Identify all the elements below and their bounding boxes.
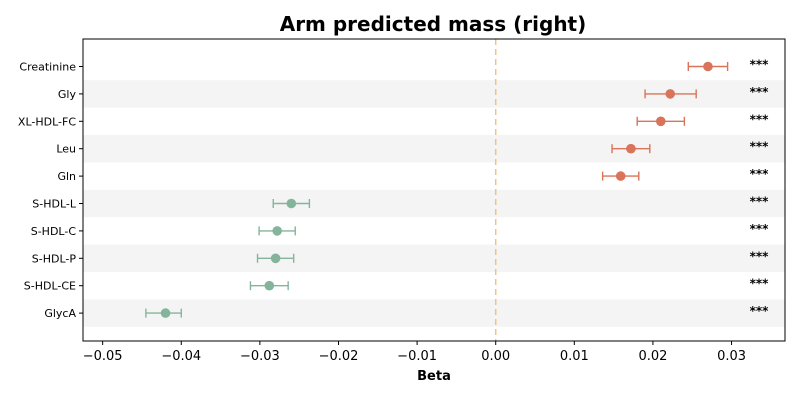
significance-label: ***: [750, 85, 770, 99]
x-tick-label: 0.03: [717, 349, 746, 364]
significance-labels: *** *** *** *** *** *** *** *** *** ***: [750, 58, 770, 319]
data-point: [703, 61, 713, 72]
x-tick-label: 0.02: [638, 349, 667, 364]
category-label: S-HDL-L: [32, 198, 77, 211]
row-band: [83, 244, 785, 272]
significance-label: ***: [750, 249, 770, 263]
data-point: [160, 308, 171, 318]
x-tick-label: −0.05: [83, 349, 123, 364]
significance-label: ***: [750, 140, 770, 154]
row-bands: [83, 80, 785, 327]
category-label: XL-HDL-FC: [18, 115, 76, 128]
data-point: [626, 143, 636, 154]
data-point: [272, 226, 282, 236]
category-label: S-HDL-CE: [24, 280, 76, 293]
chart-title: Arm predicted mass (right): [280, 12, 587, 36]
significance-label: ***: [750, 195, 770, 209]
category-label: GlycA: [44, 307, 76, 320]
significance-label: ***: [750, 167, 770, 181]
category-label: Leu: [56, 143, 76, 156]
data-point: [615, 171, 626, 181]
data-point: [665, 89, 676, 99]
data-point: [286, 198, 297, 209]
x-tick-label: 0.01: [560, 349, 589, 364]
row-band: [83, 189, 785, 218]
x-axis-title: Beta: [417, 369, 451, 384]
data-point: [655, 116, 666, 127]
x-tick-label: −0.04: [161, 349, 201, 364]
data-marks: [145, 61, 729, 318]
category-label: Creatinine: [19, 61, 76, 74]
x-axis: −0.05 −0.04 −0.03 −0.02 −0.01 0.00 0.01 0.02 0.0…: [79, 66, 746, 364]
significance-label: ***: [750, 222, 770, 236]
x-tick-label: −0.01: [397, 349, 437, 364]
data-point: [264, 280, 275, 291]
significance-label: ***: [750, 277, 770, 291]
plot-frame: [82, 38, 786, 342]
category-label: Gly: [58, 88, 77, 101]
x-tick-label: 0.00: [481, 349, 510, 364]
significance-label: ***: [750, 58, 770, 72]
category-label: Gln: [57, 170, 76, 183]
data-point: [270, 253, 281, 264]
significance-label: ***: [750, 112, 770, 126]
category-label: S-HDL-C: [31, 225, 77, 238]
row-band: [83, 135, 785, 163]
category-label: S-HDL-P: [32, 252, 77, 265]
row-band: [83, 299, 785, 327]
x-tick-label: −0.03: [240, 349, 280, 364]
x-tick-label: −0.02: [319, 349, 359, 364]
category-labels: Creatinine Gly XL-HDL-FC Leu Gln S-HDL-L S-HDL…: [18, 61, 77, 321]
significance-label: ***: [750, 304, 770, 318]
